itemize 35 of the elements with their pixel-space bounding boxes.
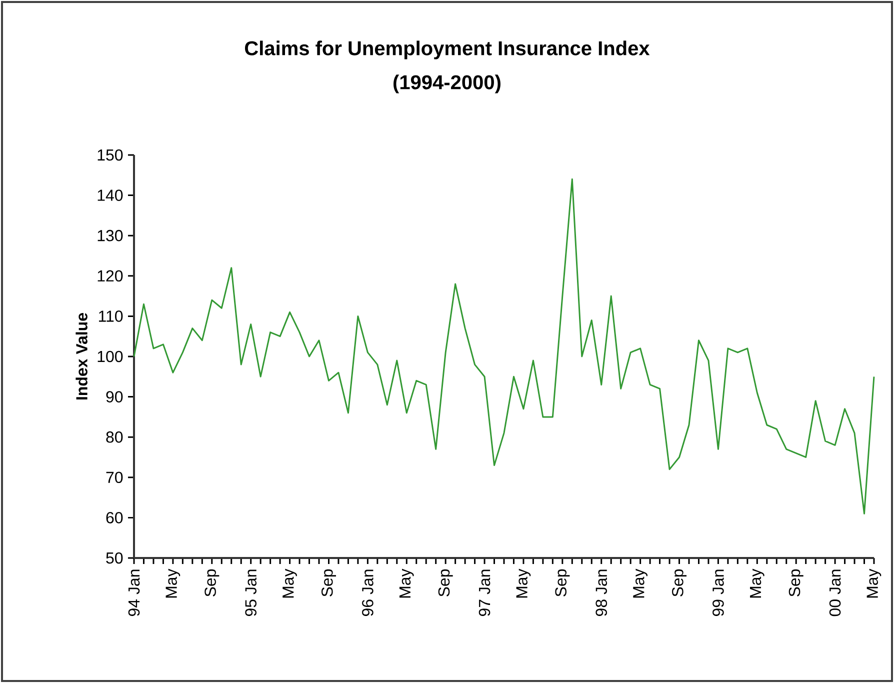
x-tick-label: 98 Jan [596,570,608,616]
x-tick-label: 97 Jan [478,570,490,616]
x-tick-label: 00 Jan [829,570,841,616]
x-tick-label: May [282,568,297,598]
x-tick-label: May [166,568,180,598]
x-tick-label: Sep [322,569,336,596]
x-tick-label: May [516,568,531,598]
y-tick-label: 50 [106,552,123,564]
x-tick-label: 96 Jan [362,570,374,616]
y-tick-label: 70 [106,472,123,484]
x-tick-label: 94 Jan [128,570,140,616]
y-axis-title: Index Value [76,313,88,400]
y-tick-label: 100 [98,350,123,362]
y-tick-label: 60 [106,512,123,524]
y-tick-label: 150 [98,149,123,161]
x-tick-label: 99 Jan [712,570,724,616]
chart-title: Claims for Unemployment Insurance Index [244,40,650,60]
x-tick-label: May [633,568,648,598]
y-tick-label: 90 [106,391,123,402]
x-tick-label: Sep [204,569,220,596]
x-tick-label: Sep [555,569,570,596]
x-tick-label: 95 Jan [245,570,256,616]
y-tick-label: 120 [98,270,123,282]
y-tick-label: 130 [98,230,123,242]
y-tick-label: 80 [106,431,123,443]
x-tick-label: May [399,568,414,598]
y-tick-label: 110 [99,310,123,322]
x-tick-label: Sep [672,569,687,596]
x-tick-label: May [866,568,882,598]
y-tick-label: 140 [98,190,123,201]
x-tick-label: May [750,568,764,598]
x-tick-label: Sep [438,569,453,596]
line-series [133,178,875,514]
chart-subtitle: (1994-2000) [394,74,500,94]
x-tick-label: Sep [788,569,804,596]
